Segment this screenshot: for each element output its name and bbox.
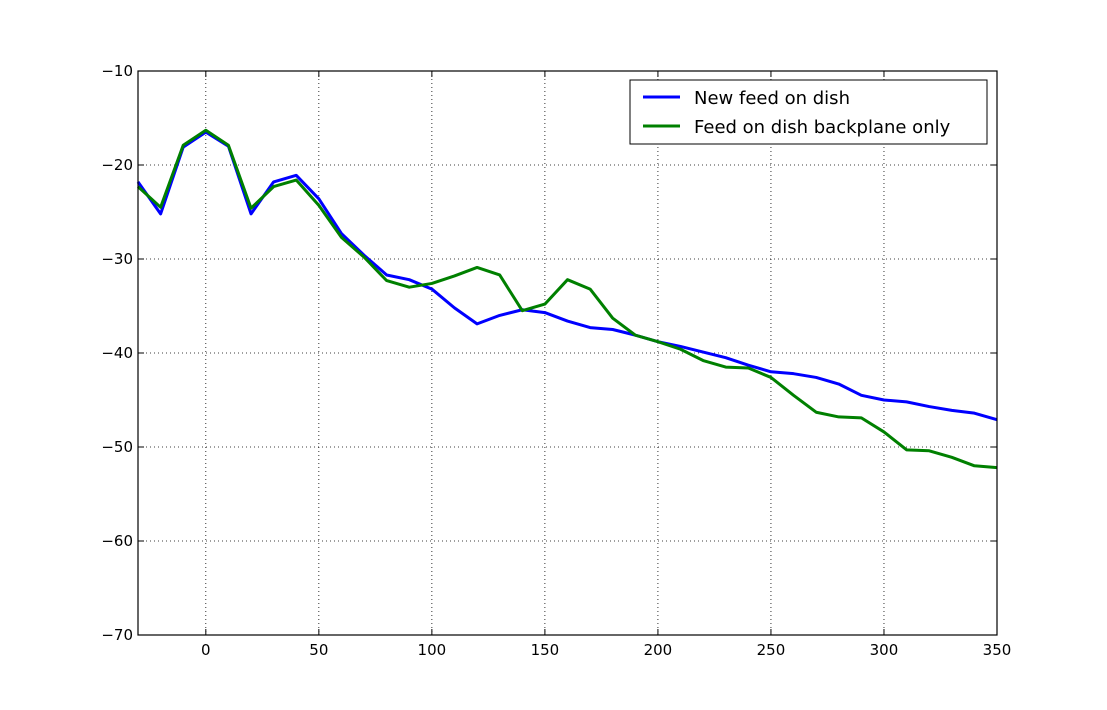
y-tick-label: −60 bbox=[101, 532, 133, 550]
series-layer bbox=[136, 128, 998, 470]
series-line-backplane bbox=[136, 128, 998, 470]
x-tick-label: 350 bbox=[983, 641, 1012, 659]
ticks: 0 50 100 150 200 250 300 350 −10 −20 −30 −40 −50 −60 −… bbox=[101, 62, 1011, 659]
legend-label-new-feed: New feed on dish bbox=[694, 88, 850, 109]
x-tick-label: 250 bbox=[757, 641, 786, 659]
x-tick-label: 300 bbox=[870, 641, 899, 659]
legend-box bbox=[629, 79, 988, 145]
series-line-new-feed bbox=[136, 130, 998, 422]
y-tick-label: −50 bbox=[101, 438, 133, 456]
plot-background bbox=[138, 71, 997, 635]
x-tick-label: 200 bbox=[644, 641, 673, 659]
y-tick-label: −70 bbox=[101, 626, 133, 644]
y-tick-label: −10 bbox=[101, 62, 133, 80]
legend: New feed on dish Feed on dish backplane … bbox=[629, 79, 988, 145]
x-tick-label: 0 bbox=[201, 641, 211, 659]
y-tick-label: −40 bbox=[101, 344, 133, 362]
x-tick-label: 50 bbox=[309, 641, 328, 659]
x-tick-label: 150 bbox=[531, 641, 560, 659]
y-tick-label: −30 bbox=[101, 250, 133, 268]
legend-label-backplane: Feed on dish backplane only bbox=[694, 117, 951, 138]
y-tick-label: −20 bbox=[101, 156, 133, 174]
x-tick-label: 100 bbox=[418, 641, 447, 659]
